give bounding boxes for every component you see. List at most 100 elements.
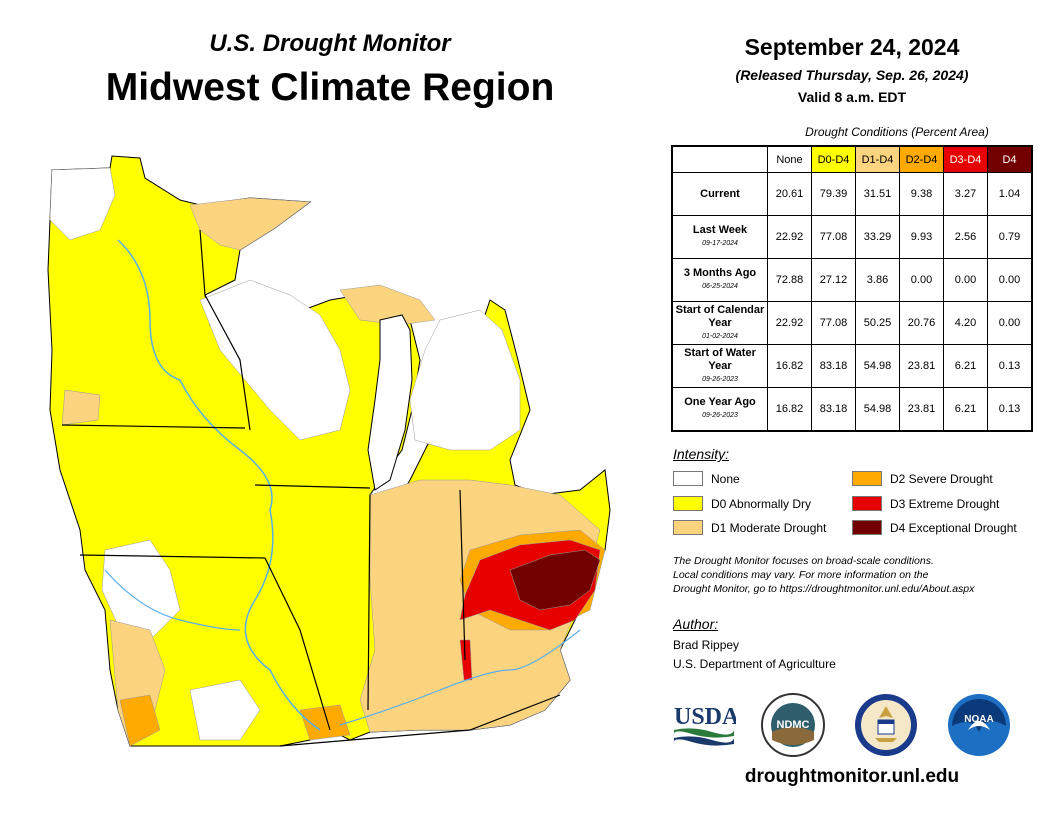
doc-seal-icon (855, 694, 917, 756)
row-date: 01-02-2024 (702, 332, 738, 340)
cell: 0.13 (987, 344, 1033, 388)
cell: 77.08 (811, 301, 856, 345)
lake-michigan (367, 314, 413, 491)
ohio-river (339, 629, 581, 726)
ndmc-logo-text: NDMC (777, 719, 810, 731)
author-org: U.S. Department of Agriculture (673, 657, 836, 671)
cell: 72.88 (767, 258, 812, 302)
legend-swatch (852, 471, 882, 486)
missouri-river (104, 569, 241, 631)
row-label: 3 Months Ago 06-25-2024 (671, 258, 768, 302)
d2-kentucky-west (299, 704, 351, 741)
row-label-text: One Year Ago (684, 396, 756, 408)
cell: 54.98 (855, 387, 900, 432)
legend-label: D1 Moderate Drought (711, 520, 827, 535)
legend-label: D0 Abnormally Dry (711, 496, 812, 511)
region-title: Midwest Climate Region (105, 66, 555, 109)
cell: 27.12 (811, 258, 856, 302)
border-wi-il (254, 484, 371, 489)
border-ia-mo (79, 554, 266, 559)
legend-item-none: None (673, 471, 740, 486)
cell: 33.29 (855, 215, 900, 259)
header-none: None (767, 145, 812, 173)
cell: 4.20 (943, 301, 988, 345)
cell: 54.98 (855, 344, 900, 388)
table-row: Current 20.61 79.39 31.51 9.38 3.27 1.04 (671, 172, 1033, 216)
legend-item-d3: D3 Extreme Drought (852, 496, 999, 511)
disclaimer-note: The Drought Monitor focuses on broad-sca… (673, 554, 1043, 596)
cell: 83.18 (811, 387, 856, 432)
cell: 20.76 (899, 301, 944, 345)
d4-ohio (509, 549, 601, 611)
row-label: Current (671, 172, 768, 216)
cell: 3.86 (855, 258, 900, 302)
row-date: 09-26-2023 (702, 412, 738, 419)
cell: 31.51 (855, 172, 900, 216)
cell: 0.00 (987, 258, 1033, 302)
row-label: Start of Water Year 09-26-2023 (671, 344, 768, 388)
cell: 0.00 (987, 301, 1033, 345)
d1-sw-minnesota (61, 389, 101, 426)
row-label: Last Week 09-17-2024 (671, 215, 768, 259)
header-d3-d4: D3-D4 (943, 145, 988, 173)
cell: 6.21 (943, 344, 988, 388)
map-date: September 24, 2024 (744, 34, 960, 60)
row-label: Start of Calendar Year 01-02-2024 (671, 301, 768, 345)
table-row: Start of Water Year 09-26-2023 16.82 83.1… (671, 344, 1033, 388)
monitor-title: U.S. Drought Monitor (209, 30, 451, 57)
none-missouri-east (189, 679, 261, 741)
table-caption: Drought Conditions (Percent Area) (805, 125, 989, 139)
row-label-text: Start of Calendar Year (675, 303, 765, 329)
header-d2-d4: D2-D4 (899, 145, 944, 173)
table-row: One Year Ago 09-26-2023 16.82 83.18 54.98… (671, 387, 1033, 432)
cell: 6.21 (943, 387, 988, 432)
row-label: One Year Ago 09-26-2023 (671, 387, 768, 432)
legend-item-d1: D1 Moderate Drought (673, 520, 826, 535)
valid-time: Valid 8 a.m. EDT (797, 89, 907, 105)
author-name: Brad Rippey (673, 638, 740, 652)
none-michigan-lp (409, 309, 521, 451)
legend-swatch (673, 496, 703, 511)
cell: 22.92 (767, 215, 812, 259)
note-line: The Drought Monitor focuses on broad-sca… (673, 555, 934, 567)
none-nw-minnesota (49, 167, 116, 241)
cell: 83.18 (811, 344, 856, 388)
border-mn-wi (199, 229, 251, 431)
table-header-row: None D0-D4 D1-D4 D2-D4 D3-D4 D4 (672, 145, 1033, 173)
none-areas (49, 167, 531, 741)
legend-label: D2 Severe Drought (890, 471, 993, 486)
usda-logo: USDA (673, 704, 736, 746)
border-mo-il (264, 557, 331, 731)
legend-item-d4: D4 Exceptional Drought (852, 520, 1017, 535)
border-ky-south (279, 694, 561, 747)
cell: 9.93 (899, 215, 944, 259)
border-il-in (367, 494, 371, 711)
cell: 79.39 (811, 172, 856, 216)
legend-label: D4 Exceptional Drought (890, 520, 1017, 535)
legend-item-d0: D0 Abnormally Dry (673, 496, 811, 511)
ndmc-logo: NDMC (761, 693, 825, 757)
noaa-logo: NOAA (948, 694, 1010, 756)
row-date: 09-26-2023 (702, 375, 738, 383)
note-line: Local conditions may vary. For more info… (673, 569, 929, 581)
legend-item-d2: D2 Severe Drought (852, 471, 993, 486)
row-label-text: Current (700, 187, 740, 200)
cell: 50.25 (855, 301, 900, 345)
table-row: Start of Calendar Year 01-02-2024 22.92 7… (671, 301, 1033, 345)
cell: 0.13 (987, 387, 1033, 432)
noaa-logo-text: NOAA (964, 714, 993, 725)
legend-swatch (673, 520, 703, 535)
cell: 2.56 (943, 215, 988, 259)
cell: 3.27 (943, 172, 988, 216)
cell: 22.92 (767, 301, 812, 345)
cell: 20.61 (767, 172, 812, 216)
cell: 16.82 (767, 344, 812, 388)
row-label-text: Last Week (692, 224, 748, 236)
cell: 0.00 (899, 258, 944, 302)
water (104, 239, 581, 731)
legend-swatch (673, 471, 703, 486)
website-link[interactable]: droughtmonitor.unl.edu (744, 766, 960, 787)
cell: 0.00 (943, 258, 988, 302)
legend-title: Intensity: (673, 446, 730, 462)
note-line: Drought Monitor, go to https://droughtmo… (673, 583, 975, 595)
